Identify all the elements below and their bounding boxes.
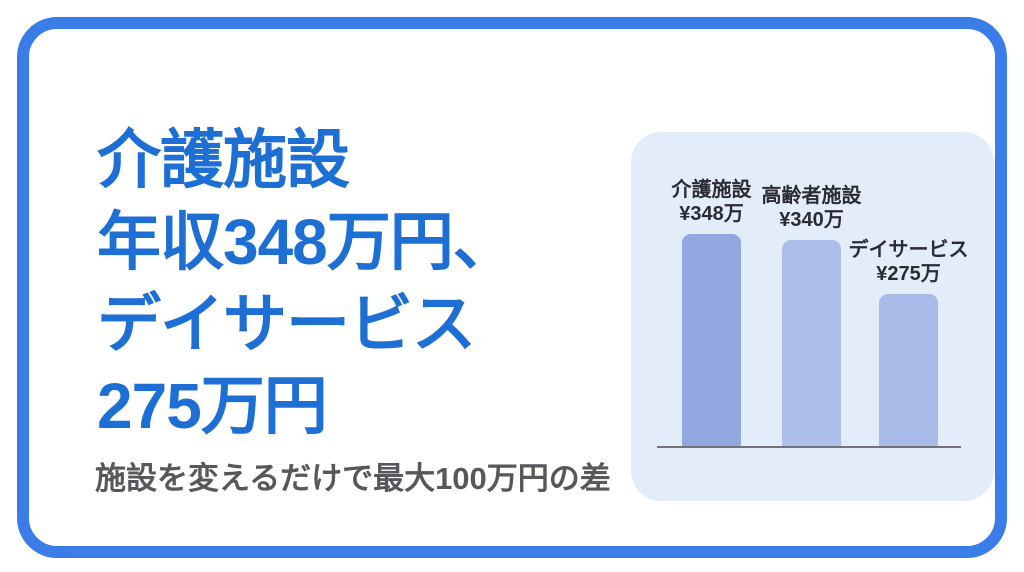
headline: 介護施設 年収348万円、 デイサービス 275万円 (97, 119, 517, 447)
bar-1 (682, 234, 741, 447)
bar-category-label: 高齢者施設 (761, 185, 862, 207)
chart-plot: 介護施設 ¥348万 高齢者施設 ¥340万 デイサービス ¥275万 (631, 132, 994, 501)
headline-line: 275万円 (97, 370, 328, 442)
bar-value-label: ¥340万 (779, 209, 844, 231)
bar-category-label: デイサービス (848, 239, 969, 261)
card-frame: 介護施設 年収348万円、 デイサービス 275万円 施設を変えるだけで最大10… (17, 17, 1007, 558)
subtitle: 施設を変えるだけで最大100万円の差 (95, 461, 611, 496)
bar-label-3: デイサービス ¥275万 (849, 238, 969, 286)
chart-baseline (657, 446, 961, 448)
bar-value-label: ¥275万 (876, 263, 941, 285)
headline-line: 年収348万円、 (97, 206, 517, 278)
salary-bar-chart: 介護施設 ¥348万 高齢者施設 ¥340万 デイサービス ¥275万 (631, 132, 994, 501)
bar-2 (782, 240, 841, 447)
bar-label-2: 高齢者施設 ¥340万 (762, 184, 862, 232)
bar-category-label: 介護施設 (671, 179, 752, 201)
bar-3 (879, 294, 938, 447)
bar-label-1: 介護施設 ¥348万 (672, 178, 752, 226)
headline-line: デイサービス (97, 288, 476, 360)
headline-line: 介護施設 (97, 124, 350, 196)
bar-value-label: ¥348万 (679, 203, 744, 225)
